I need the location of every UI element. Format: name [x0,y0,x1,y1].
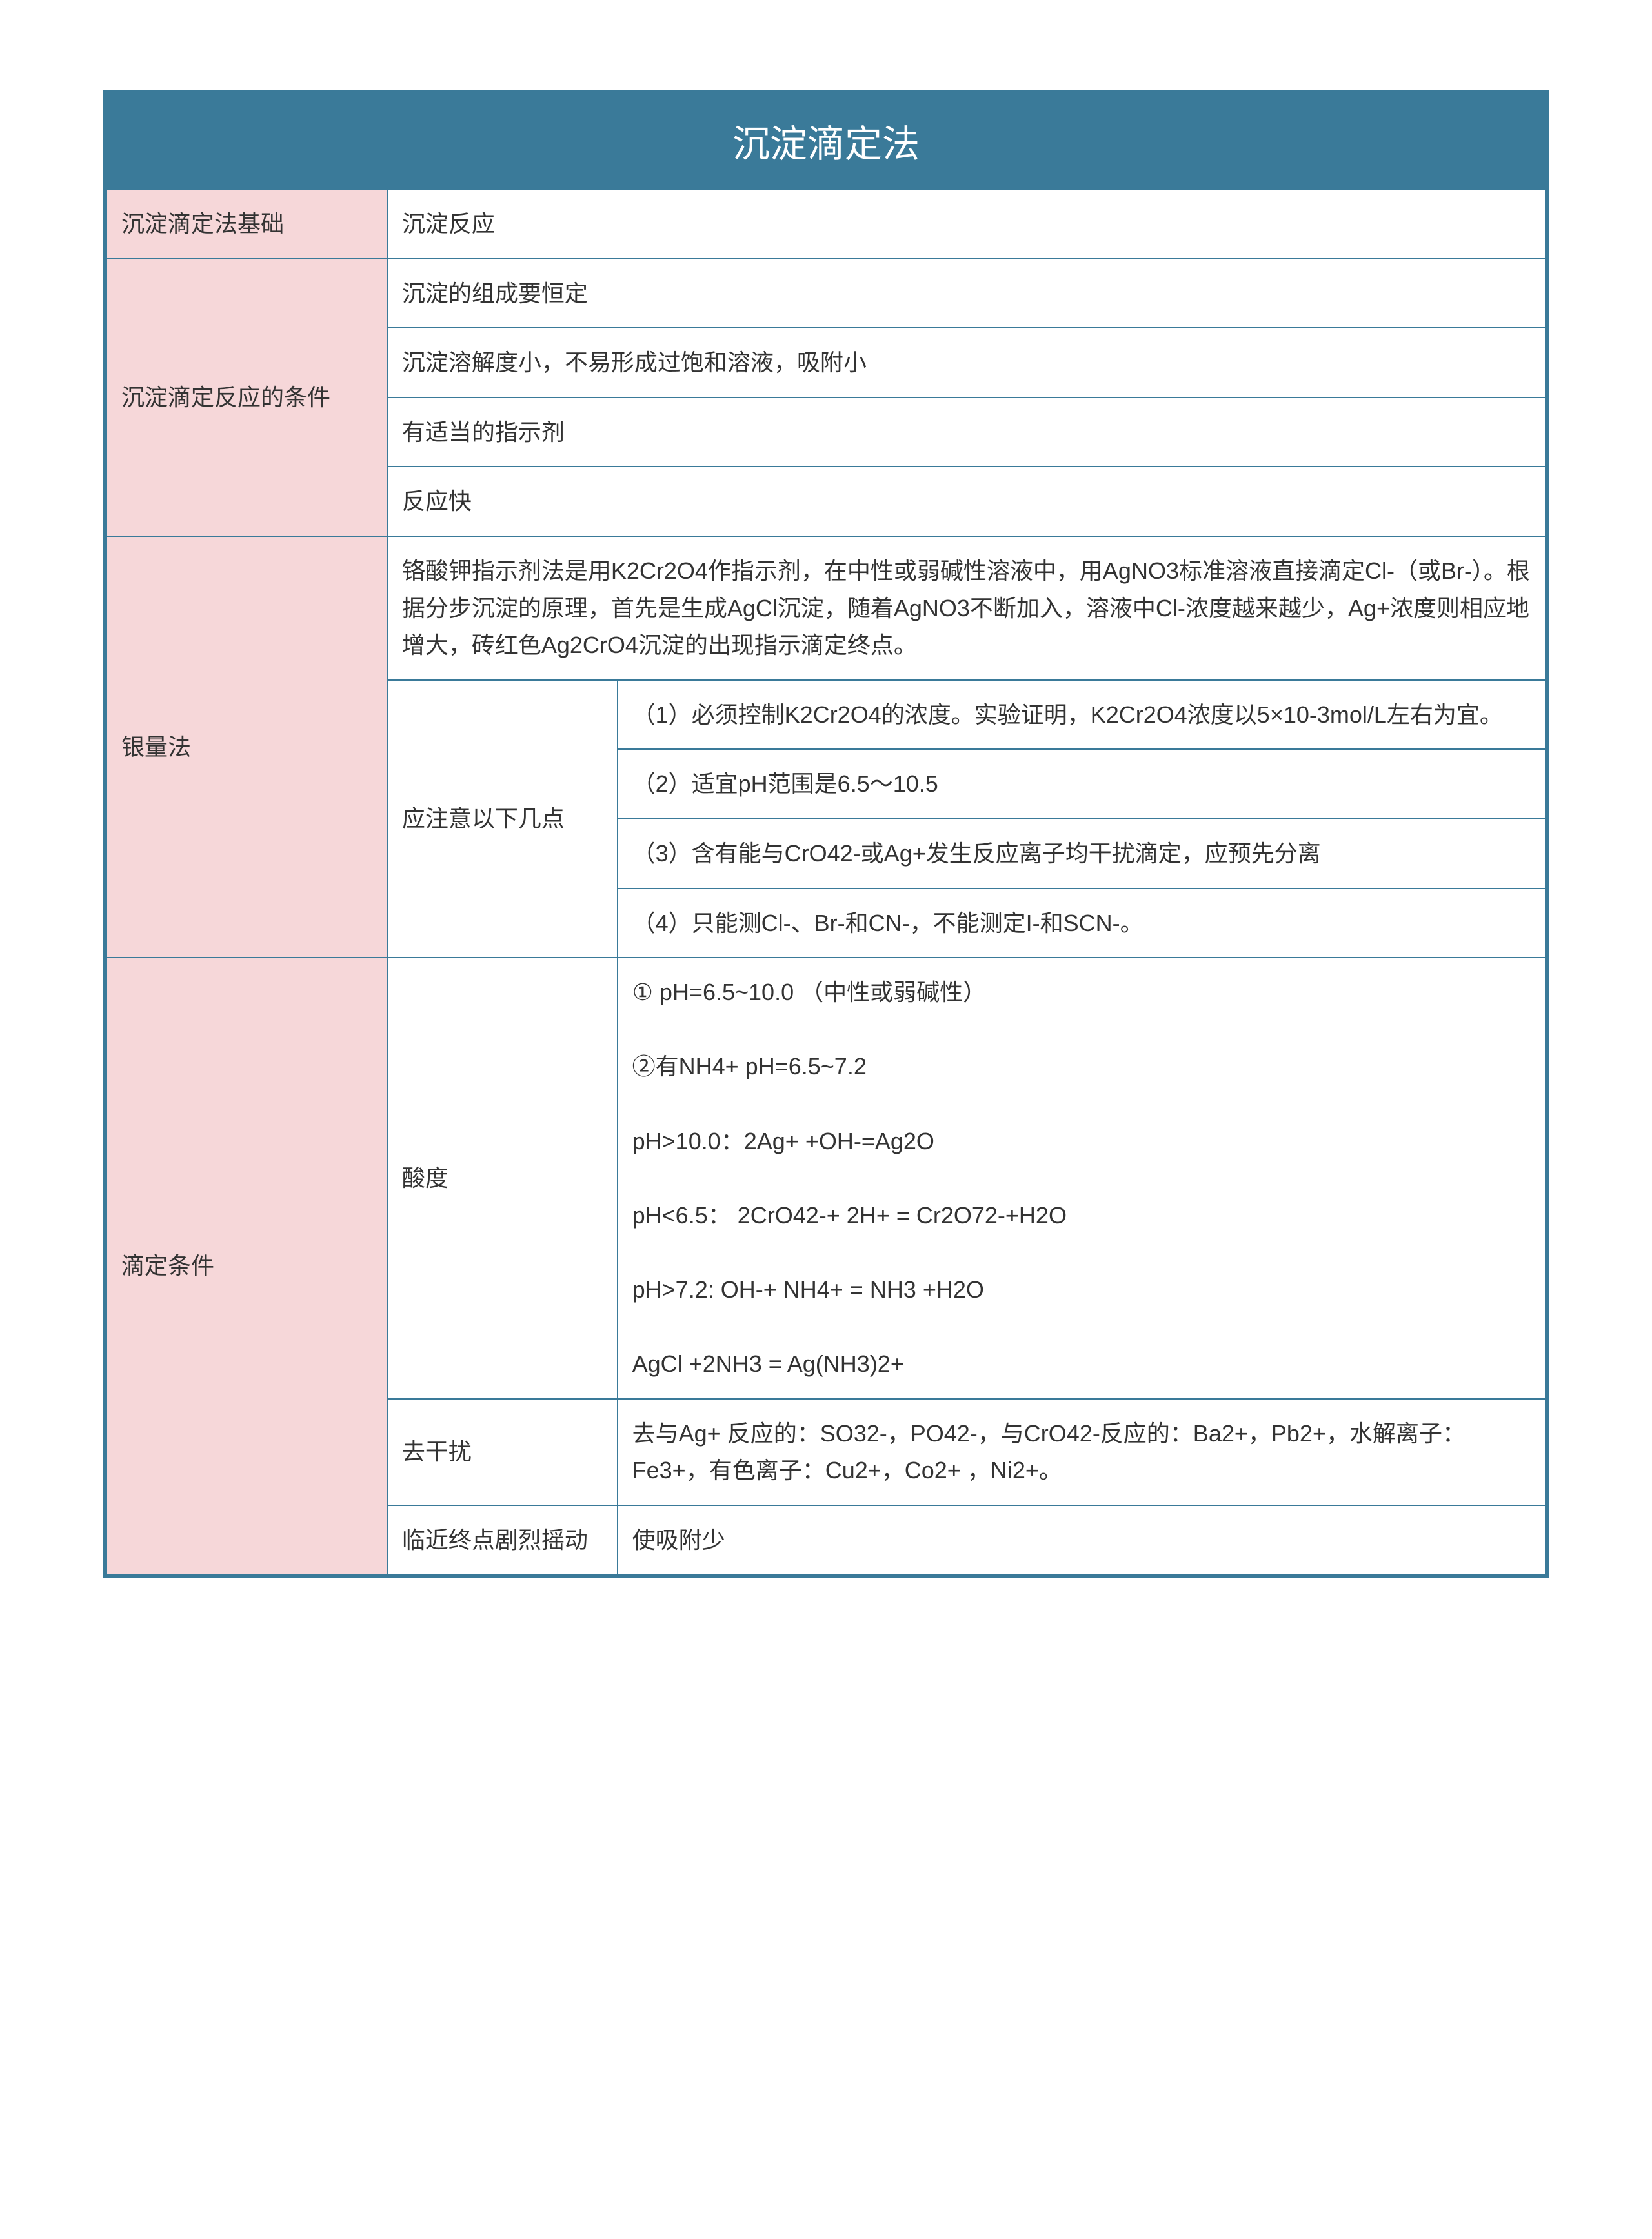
table-row: 沉淀滴定反应的条件 沉淀的组成要恒定 [106,259,1546,328]
cell-silver-desc: 铬酸钾指示剂法是用K2Cr2O4作指示剂，在中性或弱碱性溶液中，用AgNO3标准… [387,536,1546,680]
cell-condition-0: 沉淀的组成要恒定 [387,259,1546,328]
cell-acidity-text: ① pH=6.5~10.0 （中性或弱碱性） ②有NH4+ pH=6.5~7.2… [618,958,1546,1399]
table-row: 沉淀滴定法基础 沉淀反应 [106,189,1546,259]
row-label-basis: 沉淀滴定法基础 [106,189,387,259]
cell-silver-note-0: （1）必须控制K2Cr2O4的浓度。实验证明，K2Cr2O4浓度以5×10-3m… [618,680,1546,750]
cell-interference-label: 去干扰 [387,1399,618,1505]
cell-silver-note-2: （3）含有能与CrO42-或Ag+发生反应离子均干扰滴定，应预先分离 [618,819,1546,889]
cell-condition-2: 有适当的指示剂 [387,397,1546,467]
cell-silver-notes-label: 应注意以下几点 [387,680,618,958]
cell-condition-3: 反应快 [387,467,1546,536]
main-table: 沉淀滴定法基础 沉淀反应 沉淀滴定反应的条件 沉淀的组成要恒定 沉淀溶解度小，不… [106,188,1546,1575]
cell-interference-text: 去与Ag+ 反应的：SO32-，PO42-，与CrO42-反应的：Ba2+，Pb… [618,1399,1546,1505]
cell-condition-1: 沉淀溶解度小，不易形成过饱和溶液，吸附小 [387,328,1546,397]
cell-silver-note-1: （2）适宜pH范围是6.5～10.5 [618,749,1546,819]
cell-shake-text: 使吸附少 [618,1505,1546,1575]
table-container: 沉淀滴定法 沉淀滴定法基础 沉淀反应 沉淀滴定反应的条件 沉淀的组成要恒定 沉淀… [103,90,1549,1578]
table-row: 银量法 铬酸钾指示剂法是用K2Cr2O4作指示剂，在中性或弱碱性溶液中，用AgN… [106,536,1546,680]
cell-silver-note-3: （4）只能测Cl-、Br-和CN-，不能测定I-和SCN-。 [618,889,1546,958]
table-row: 滴定条件 酸度 ① pH=6.5~10.0 （中性或弱碱性） ②有NH4+ pH… [106,958,1546,1399]
table-title: 沉淀滴定法 [106,93,1546,188]
row-label-silver: 银量法 [106,536,387,958]
cell-basis-value: 沉淀反应 [387,189,1546,259]
row-label-titration: 滴定条件 [106,958,387,1574]
row-label-conditions: 沉淀滴定反应的条件 [106,259,387,536]
cell-acidity-label: 酸度 [387,958,618,1399]
cell-shake-label: 临近终点剧烈摇动 [387,1505,618,1575]
